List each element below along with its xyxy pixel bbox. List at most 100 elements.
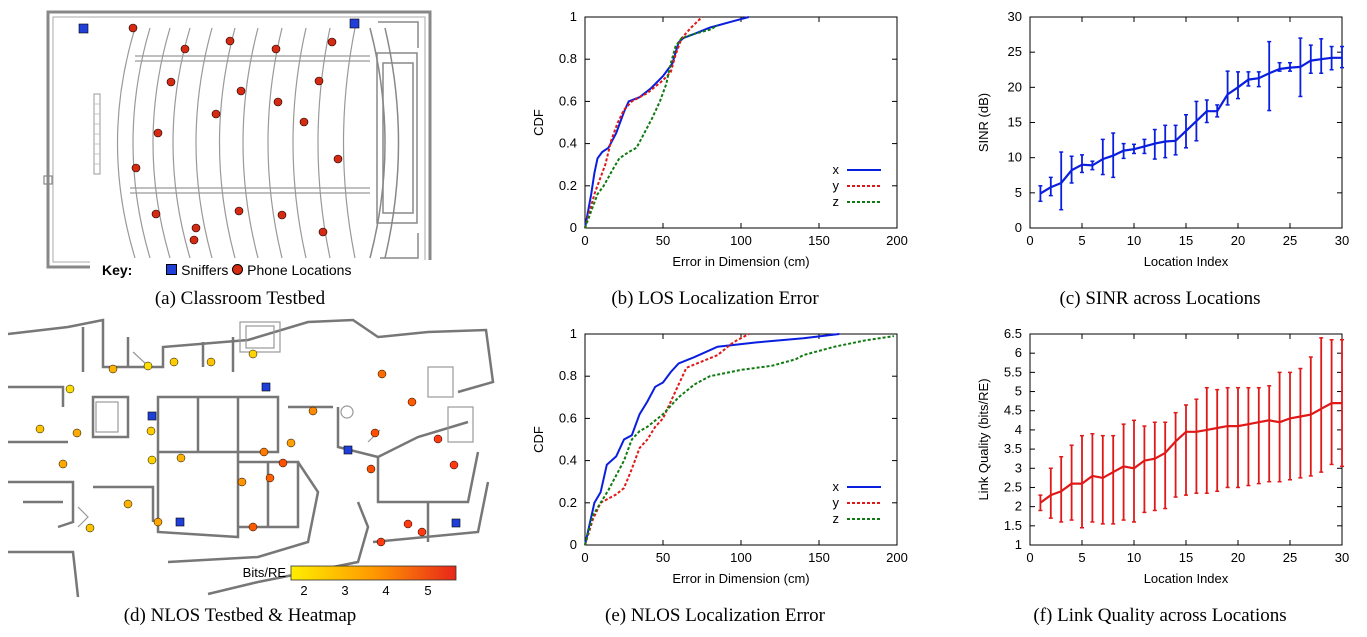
y-tick-label: 3.5 — [1004, 441, 1022, 456]
y-tick-label: 10 — [1008, 150, 1022, 165]
series-line-y — [584, 16, 703, 229]
heat-sample-marker — [248, 522, 258, 532]
x-axis-label: Location Index — [1144, 571, 1229, 586]
phone-location-marker — [277, 210, 287, 220]
y-tick-label: 2.5 — [1004, 479, 1022, 494]
heatmap-legend-title: Bits/RE — [243, 565, 287, 580]
series-line — [1039, 402, 1342, 504]
phone-location-marker — [128, 23, 138, 33]
series-line — [1039, 56, 1342, 195]
y-tick-label: 0.2 — [559, 495, 577, 510]
series-line-z — [584, 335, 895, 546]
x-tick-label: 25 — [1283, 233, 1297, 248]
legend-label: x — [833, 162, 840, 177]
phone-location-marker — [180, 44, 190, 54]
x-tick-label: 200 — [886, 550, 908, 565]
nlos-floorplan-drawing: Bits/RE 2 3 4 5 — [7, 318, 495, 598]
series-line-z — [584, 24, 719, 229]
phone-location-marker — [131, 163, 141, 173]
heat-sample-marker — [376, 537, 386, 547]
phone-location-marker — [153, 128, 163, 138]
y-tick-label: 1.5 — [1004, 518, 1022, 533]
sniffer-marker — [343, 445, 353, 455]
caption-f: (f) Link Quality across Locations — [1033, 605, 1287, 626]
phone-location-marker — [327, 37, 337, 47]
caption-b: (b) LOS Localization Error — [611, 288, 819, 309]
chart-f-link-quality: 0 5 10 15 20 25 30 1 1.5 2 2.5 3 3.5 4 4.5 5 5.5 6 6.5 Loca… — [960, 322, 1360, 597]
chart-c-svg: 0 5 10 15 20 25 30 0 5 10 15 20 25 30 Location Index SI… — [976, 9, 1349, 269]
phone-location-marker — [191, 223, 201, 233]
x-tick-label: 150 — [808, 550, 830, 565]
y-tick-label: 5 — [1015, 384, 1022, 399]
y-tick-label: 0.6 — [559, 93, 577, 108]
phone-location-marker — [166, 77, 176, 87]
phone-key-icon — [232, 264, 244, 275]
heatmap-colorbar — [290, 565, 457, 581]
heat-sample-marker — [265, 473, 275, 483]
heat-sample-marker — [370, 428, 380, 438]
y-tick-label: 0.4 — [559, 453, 577, 468]
y-tick-label: 6 — [1015, 345, 1022, 360]
x-tick-label: 25 — [1283, 550, 1297, 565]
heat-sample-marker — [308, 406, 318, 416]
phone-location-marker — [314, 76, 324, 86]
heat-sample-marker — [108, 364, 118, 374]
heat-sample-marker — [286, 438, 296, 448]
y-tick-label: 4 — [1015, 422, 1022, 437]
y-tick-label: 5.5 — [1004, 364, 1022, 379]
series-line-x — [584, 333, 840, 546]
nlos-testbed-figure: Bits/RE 2 3 4 5 — [7, 312, 496, 598]
heat-sample-marker — [206, 357, 216, 367]
y-tick-label: 2 — [1015, 499, 1022, 514]
phone-location-marker — [273, 97, 283, 107]
caption-e: (e) NLOS Localization Error — [605, 605, 825, 626]
sniffer-marker — [147, 411, 157, 421]
y-tick-label: 0.8 — [559, 368, 577, 383]
phone-location-marker — [234, 206, 244, 216]
heat-sample-marker — [58, 459, 68, 469]
y-tick-label: 0 — [1015, 220, 1022, 235]
x-tick-label: 20 — [1231, 550, 1245, 565]
x-tick-label: 5 — [1078, 233, 1085, 248]
y-tick-label: 25 — [1008, 44, 1022, 59]
colorbar-tick: 2 — [300, 583, 307, 598]
key-label: Key: — [102, 262, 133, 278]
phone-location-marker — [318, 227, 328, 237]
caption-d: (d) NLOS Testbed & Heatmap — [123, 605, 357, 626]
sniffer-marker — [261, 382, 271, 392]
y-tick-label: 5 — [1015, 185, 1022, 200]
x-tick-label: 0 — [1026, 550, 1033, 565]
x-tick-label: 30 — [1335, 233, 1349, 248]
x-tick-label: 0 — [581, 550, 588, 565]
sniffers-label: Sniffers — [181, 262, 229, 278]
phone-location-marker — [211, 109, 221, 119]
heat-sample-marker — [146, 426, 156, 436]
classroom-testbed-figure: Key: Sniffers Phone Locations — [40, 8, 440, 280]
x-tick-label: 100 — [730, 233, 752, 248]
x-axis-label: Location Index — [1144, 254, 1229, 269]
chart-c-sinr: 0 5 10 15 20 25 30 0 5 10 15 20 25 30 Location Index SI… — [960, 5, 1360, 280]
y-tick-label: 15 — [1008, 115, 1022, 130]
y-tick-label: 30 — [1008, 9, 1022, 24]
heat-sample-marker — [85, 523, 95, 533]
phone-location-marker — [151, 209, 161, 219]
phone-location-marker — [333, 154, 343, 164]
classroom-floorplan-drawing — [43, 10, 432, 272]
y-tick-label: 0.4 — [559, 136, 577, 151]
phone-location-marker — [271, 44, 281, 54]
x-tick-label: 100 — [730, 550, 752, 565]
y-tick-label: 1 — [1015, 537, 1022, 552]
heat-sample-marker — [403, 519, 413, 529]
chart-f-svg: 0 5 10 15 20 25 30 1 1.5 2 2.5 3 3.5 4 4.5 5 5.5 6 6.5 Loca… — [976, 326, 1349, 586]
heat-sample-marker — [147, 455, 157, 465]
legend-label: z — [833, 194, 840, 209]
x-tick-label: 20 — [1231, 233, 1245, 248]
x-tick-label: 50 — [656, 550, 670, 565]
y-tick-label: 6.5 — [1004, 326, 1022, 341]
x-tick-label: 10 — [1127, 233, 1141, 248]
heat-sample-marker — [377, 369, 387, 379]
heat-sample-marker — [449, 460, 459, 470]
heat-sample-marker — [65, 384, 75, 394]
y-tick-label: 1 — [570, 326, 577, 341]
heat-sample-marker — [123, 499, 133, 509]
